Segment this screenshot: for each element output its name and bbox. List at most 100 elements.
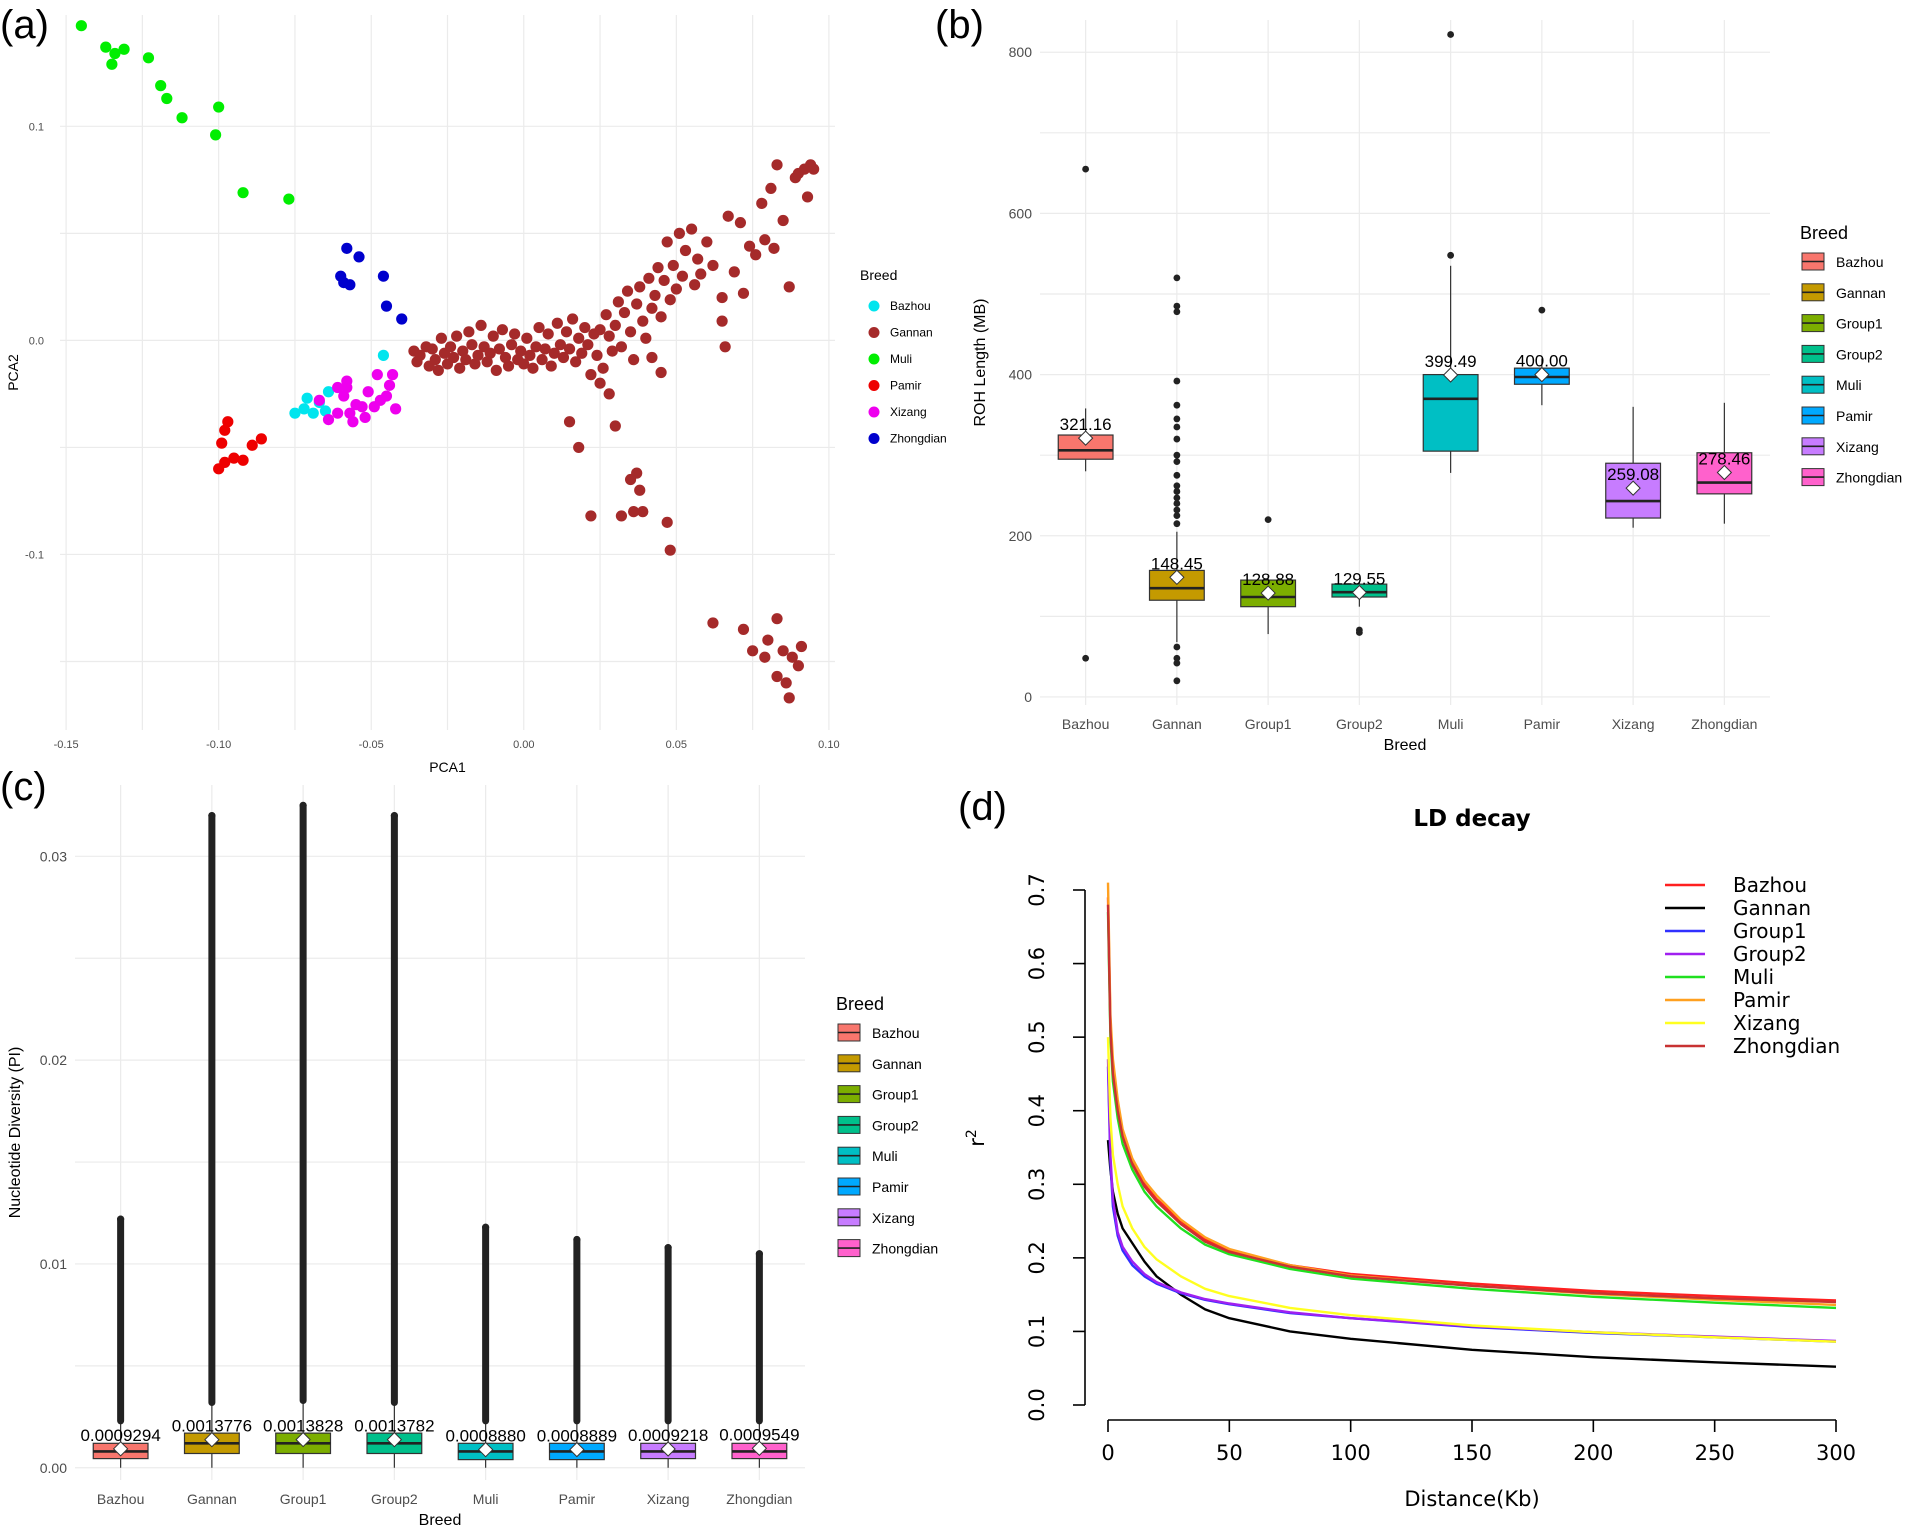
outlier-gannan [1173,512,1181,520]
outlier-gannan [1173,302,1181,310]
point-muli [118,43,130,55]
mean-marker-group1 [295,1431,311,1448]
x-tick-label: Muli [473,1491,499,1507]
x-tick-label: Group2 [1336,716,1383,732]
x-tick-label: -0.05 [359,739,384,751]
mean-label-pamir: 0.0008889 [537,1427,617,1446]
point-gannan [448,351,460,364]
legend-label-group1: Group1 [872,1087,919,1103]
point-muli [237,187,249,199]
point-gannan [557,351,570,364]
point-gannan [667,259,679,272]
legend-label-group2: Group2 [1836,346,1883,362]
mean-label-gannan: 148.45 [1151,554,1203,573]
panel-b-roh-boxplot: 0 200 400 600 800 Bazhou Gannan Group1 Group2 Mul… [972,20,1902,754]
legend-label-bazhou: Bazhou [872,1025,919,1041]
point-bazhou [301,392,313,404]
point-gannan [701,236,713,248]
point-muli [75,20,87,32]
legend-key-xizang [868,406,880,418]
legend-key-gannan [868,327,880,338]
point-gannan [609,319,621,332]
legend-label-zhongdian: Zhongdian [1836,470,1902,486]
point-gannan [509,328,521,340]
y-axis-title-superscript: 2 [964,1129,980,1138]
point-muli [213,101,225,113]
outlier-max-bazhou [117,1215,125,1223]
outlier-muli [1447,251,1455,259]
x-tick-label: Zhongdian [726,1491,792,1507]
point-gannan [545,360,557,372]
point-gannan [692,253,704,265]
x-tick-label: 50 [1216,1441,1243,1465]
outlier-gannan [1173,506,1181,514]
point-gannan [594,324,606,336]
mean-label-zhongdian: 0.0009549 [719,1425,799,1444]
outlier-gannan [1173,471,1181,479]
y-tick-label: 200 [1009,528,1033,544]
point-gannan [493,343,505,355]
x-tick-label: 300 [1816,1441,1856,1465]
x-tick-label: 200 [1573,1441,1613,1465]
y-tick-label: 0.2 [1025,1241,1049,1274]
legend-key-muli [868,353,880,365]
outlier-gannan [1173,654,1181,662]
legend-label-gannan: Gannan [1733,896,1811,920]
outlier-gannan [1173,494,1181,502]
x-tick-label: -0.10 [206,739,231,751]
point-gannan [771,613,783,625]
point-gannan [661,516,673,528]
point-gannan [609,420,621,432]
point-muli [210,129,222,141]
legend-label-pamir: Pamir [1836,408,1873,424]
point-gannan [603,330,615,342]
point-gannan [454,362,466,374]
mean-label-bazhou: 321.16 [1060,415,1112,434]
legend-key-zhongdian [868,433,880,444]
point-bazhou [319,405,332,417]
point-gannan [777,214,789,227]
point-pamir [255,433,267,445]
y-tick-label: 400 [1009,367,1033,383]
point-gannan [487,330,499,342]
outlier-gannan [1173,482,1181,490]
point-gannan [548,347,560,359]
legend-title: Breed [860,267,897,283]
point-gannan [689,279,701,291]
legend-label-pamir: Pamir [890,379,921,393]
mean-label-bazhou: 0.0009294 [80,1426,160,1445]
panel-d-ld-decay: 0.0 0.1 0.2 0.3 0.4 0.5 0.6 0.7 0 50 100 150 200 250 3… [964,806,1856,1511]
curve-pamir [1106,882,1837,1307]
point-gannan [515,345,527,357]
point-xizang [362,386,374,398]
point-bazhou [298,403,310,415]
point-gannan [530,341,542,353]
point-gannan [743,240,756,252]
point-gannan [649,289,661,302]
legend-label-pamir: Pamir [1733,988,1790,1012]
point-gannan [615,341,628,353]
point-gannan [600,309,612,321]
point-gannan [640,332,652,344]
panel-label-c: (c) [0,765,47,809]
point-zhongdian [344,279,356,291]
legend-label-muli: Muli [1836,377,1862,393]
legend-label-pamir: Pamir [872,1179,909,1195]
point-gannan [673,227,685,239]
point-gannan [716,315,728,327]
mean-label-xizang: 0.0009218 [628,1426,708,1445]
outlier-max-group1 [299,801,307,809]
y-tick-label: 0.01 [40,1256,67,1272]
point-gannan [435,332,447,344]
point-gannan [670,283,682,295]
point-gannan [676,270,689,282]
point-xizang [359,411,371,424]
point-gannan [679,244,692,257]
point-gannan [591,349,603,361]
y-axis-title: r2 [964,1129,989,1147]
curve-gannan [1106,1140,1837,1368]
point-pamir [216,437,228,449]
point-gannan [643,272,655,284]
point-gannan [521,332,533,344]
